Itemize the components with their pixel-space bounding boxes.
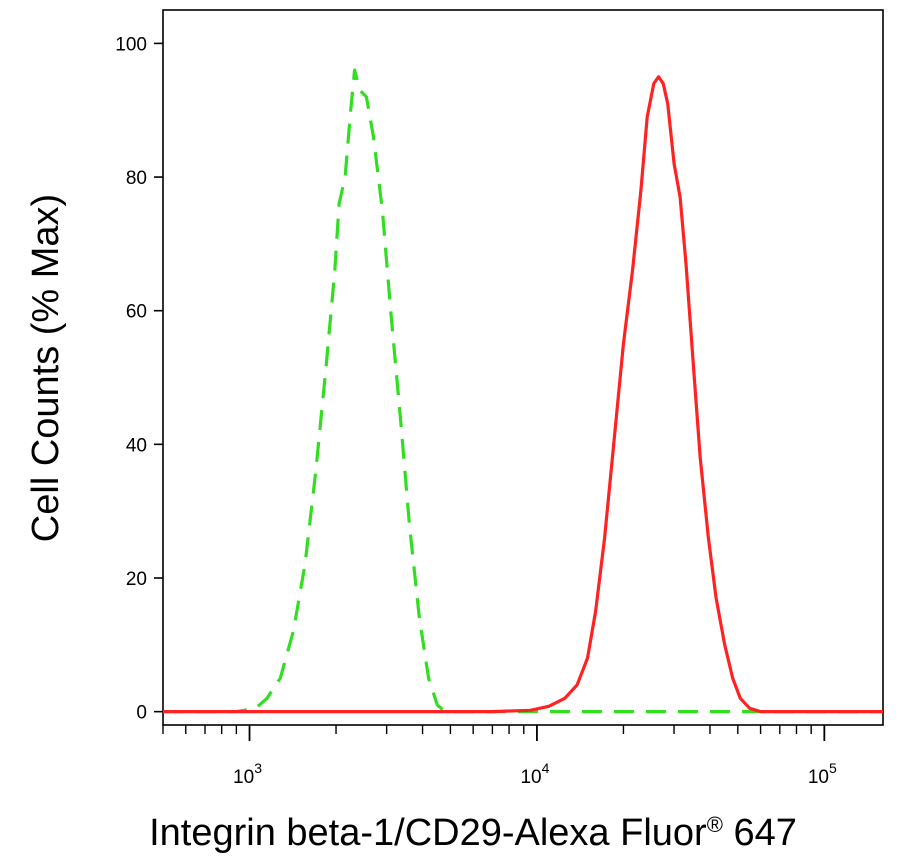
x-axis-title-main: Integrin beta-1/CD29-Alexa Fluor — [149, 812, 707, 854]
x-tick-label: 103 — [233, 760, 262, 788]
y-tick-label: 60 — [126, 302, 147, 323]
x-tick-label-base: 10 — [808, 767, 829, 788]
y-tick-label: 80 — [126, 168, 147, 189]
x-tick-label-base: 10 — [520, 767, 541, 788]
x-axis-title-registered-mark: ® — [707, 812, 723, 837]
y-tick-label: 0 — [136, 703, 147, 724]
histogram-series-1-dashed — [163, 68, 883, 714]
y-axis-title: Cell Counts (% Max) — [25, 194, 67, 542]
x-axis: 103 104 105 — [162, 725, 837, 788]
y-tick-label: 20 — [126, 569, 147, 590]
plot-frame — [162, 9, 884, 726]
x-tick-label-base: 10 — [233, 767, 254, 788]
x-axis-title-tail: 647 — [723, 812, 797, 854]
x-tick-label: 104 — [520, 760, 549, 788]
x-tick-label-exponent: 3 — [254, 760, 262, 776]
x-tick-label-exponent: 5 — [829, 760, 837, 776]
x-tick-label: 105 — [808, 760, 837, 788]
x-axis-title: Integrin beta-1/CD29-Alexa Fluor® 647 — [149, 812, 797, 854]
y-tick-label: 100 — [115, 34, 147, 55]
histogram-series-2-solid — [163, 75, 883, 714]
series-layer — [163, 68, 883, 714]
y-axis: 0 20 40 60 80 100 — [115, 34, 163, 724]
x-tick-label-exponent: 4 — [542, 760, 550, 776]
y-tick-label: 40 — [126, 435, 147, 456]
